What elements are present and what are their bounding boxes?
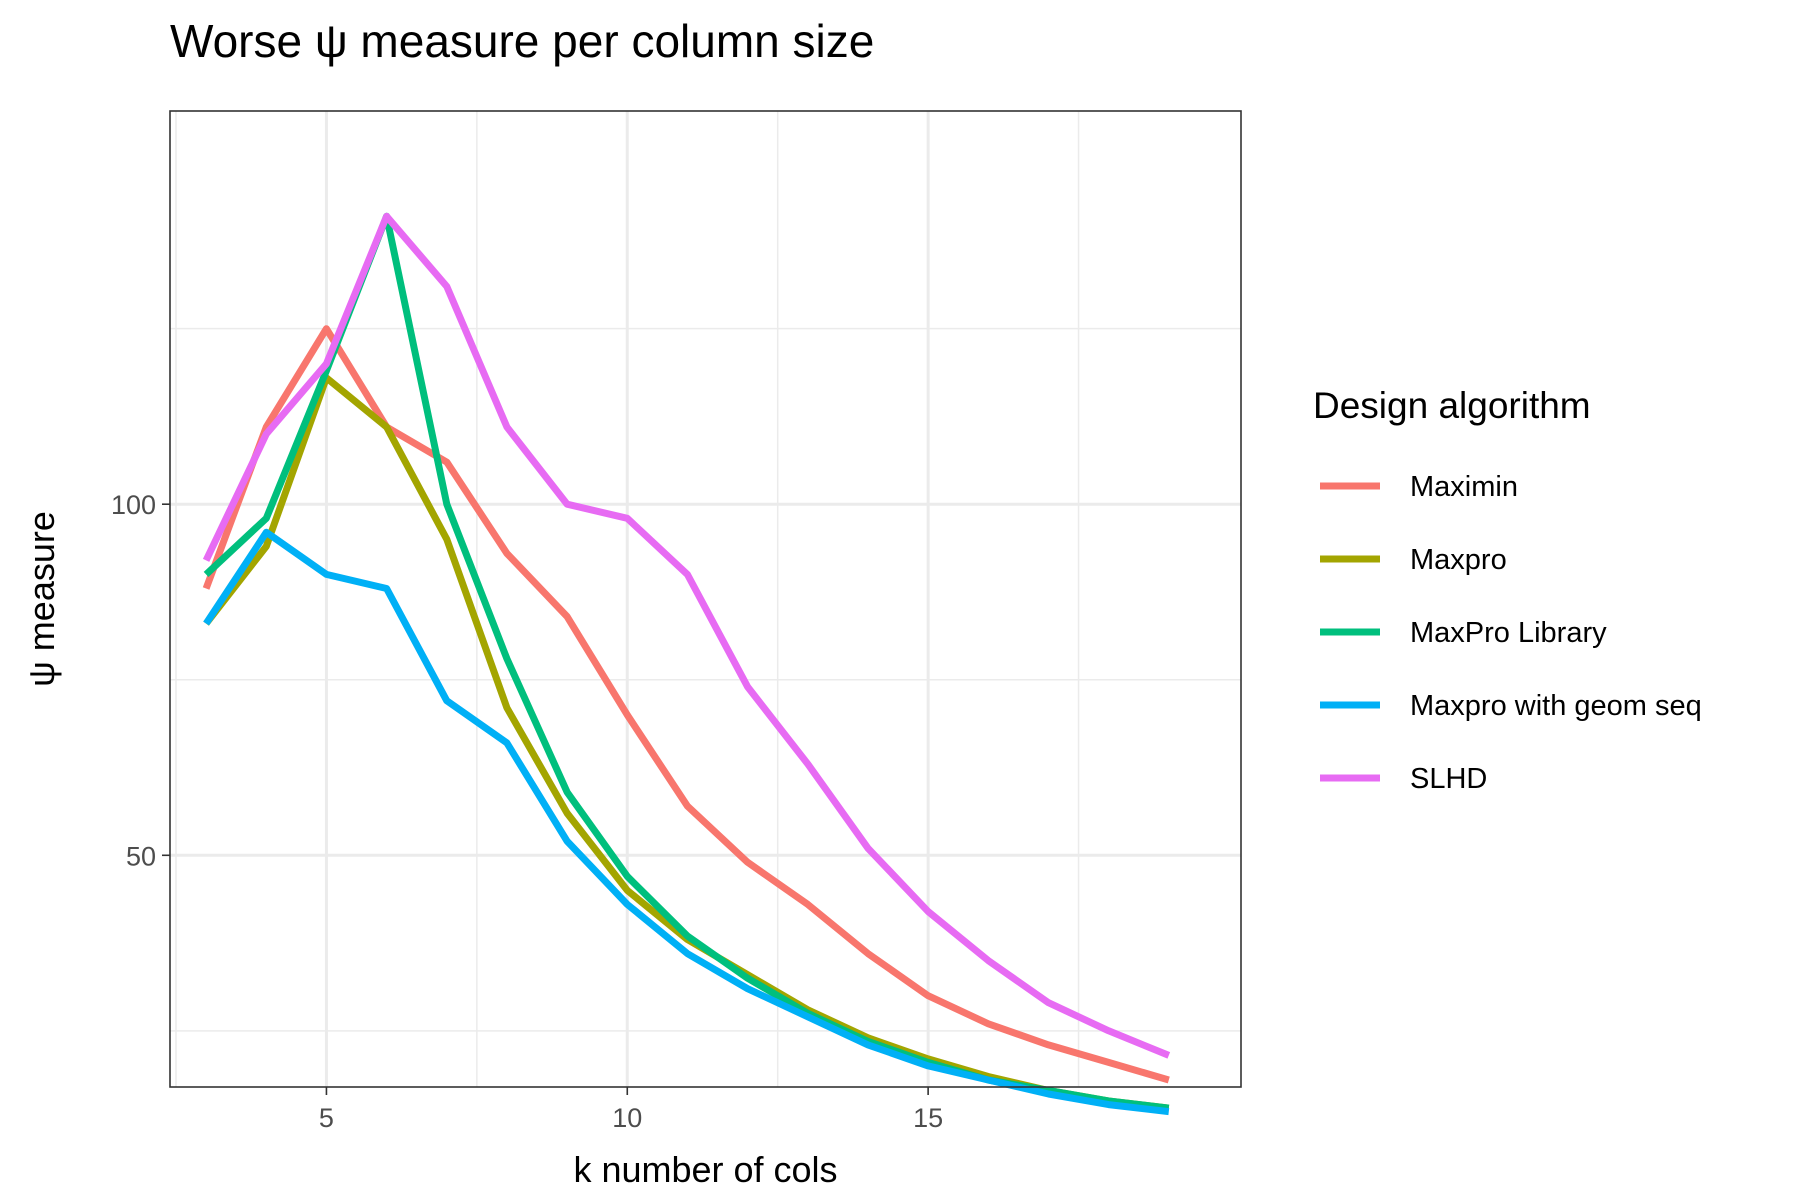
legend: Design algorithm Maximin Maxpro MaxPro Lib…: [1313, 385, 1702, 795]
chart-title: Worse ψ measure per column size: [170, 15, 875, 67]
grid-minor: [170, 111, 1241, 1087]
legend-label-0: Maximin: [1410, 471, 1518, 503]
series-line-3: [203, 528, 1170, 1116]
series-line-1: [203, 374, 1170, 1112]
y-tick-label: 50: [126, 841, 156, 871]
legend-label-3: Maxpro with geom seq: [1410, 690, 1702, 722]
x-tick-label: 10: [612, 1103, 642, 1133]
legend-label-4: SLHD: [1410, 763, 1487, 795]
series-line-0: [202, 325, 1170, 1084]
y-axis: 50 100: [111, 490, 170, 871]
x-tick-label: 15: [913, 1103, 943, 1133]
legend-title: Design algorithm: [1313, 385, 1591, 426]
y-tick-label: 100: [111, 490, 156, 520]
x-axis: 5 10 15: [319, 1087, 943, 1133]
grid-major: [170, 111, 1241, 1087]
x-tick-label: 5: [319, 1103, 334, 1133]
series-lines: [202, 212, 1171, 1116]
series-line-4: [202, 212, 1171, 1059]
legend-label-2: MaxPro Library: [1410, 617, 1607, 649]
y-axis-title: ψ measure: [21, 511, 62, 687]
x-axis-title: k number of cols: [573, 1149, 837, 1190]
panel-border: [169, 110, 1242, 1088]
series-line-2: [203, 212, 1170, 1112]
legend-label-1: Maxpro: [1410, 544, 1507, 576]
